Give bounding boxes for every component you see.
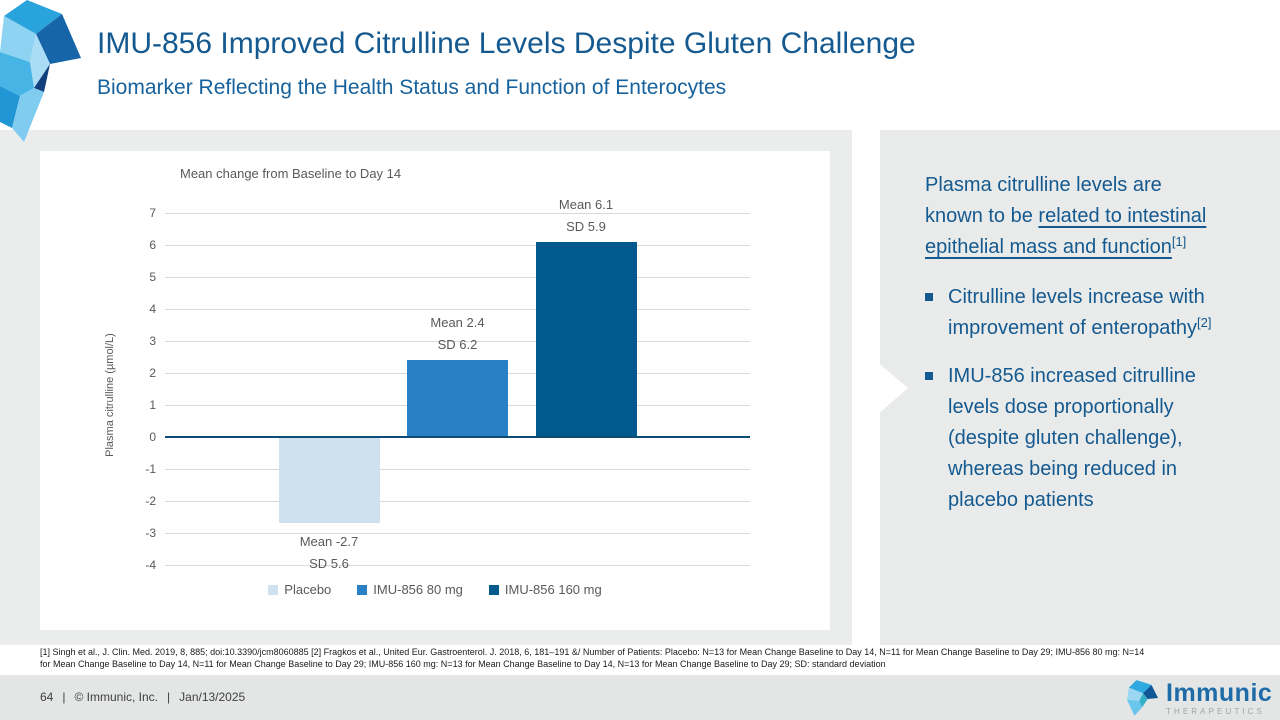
intro-underlined-text: related to intestinal epithelial mass an… xyxy=(925,205,1207,258)
bullet-list: Citrulline levels increase with improvem… xyxy=(925,282,1235,517)
bar-value-label: Mean -2.7 SD 5.6 xyxy=(244,531,414,575)
gridline xyxy=(165,341,750,342)
immunic-gem-logo-icon xyxy=(0,0,81,142)
gridline xyxy=(165,501,750,502)
bar-label-line: Mean -2.7 xyxy=(299,534,359,550)
bullet-text-body: Citrulline levels increase with improvem… xyxy=(948,286,1205,339)
bullet-reference: [2] xyxy=(1197,315,1212,330)
footer-separator: | xyxy=(62,690,66,704)
bullet-text: IMU-856 increased citrulline levels dose… xyxy=(948,361,1214,517)
page-number: 64 xyxy=(40,690,54,704)
bar-value-label: Mean 2.4 SD 6.2 xyxy=(373,312,543,356)
sidebar-content: Plasma citrulline levels are known to be… xyxy=(925,170,1235,517)
sidebar-intro: Plasma citrulline levels are known to be… xyxy=(925,170,1217,264)
y-tick-label: 2 xyxy=(149,366,156,380)
y-tick-label: 1 xyxy=(149,398,156,412)
bar-label-line: SD 5.9 xyxy=(566,218,606,234)
bar-label-line: Mean 2.4 xyxy=(430,315,485,331)
legend-item: Placebo xyxy=(268,582,331,597)
footnote-line-1: [1] Singh et al., J. Clin. Med. 2019, 8,… xyxy=(40,647,1145,657)
bar-label-line: SD 5.6 xyxy=(309,556,349,572)
gridline xyxy=(165,469,750,470)
gridline xyxy=(165,309,750,310)
immunic-logo-gem-icon xyxy=(1127,680,1159,716)
footer-bar: 64 | © Immunic, Inc. | Jan/13/2025 Immun… xyxy=(0,675,1280,720)
gridline xyxy=(165,245,750,246)
gridline xyxy=(165,533,750,534)
y-tick-label: 0 xyxy=(149,430,156,444)
y-tick-label: 4 xyxy=(149,302,156,316)
page-title: IMU-856 Improved Citrulline Levels Despi… xyxy=(97,27,916,60)
bar-placebo xyxy=(278,437,380,524)
footer-date: Jan/13/2025 xyxy=(179,690,246,704)
chart-title: Mean change from Baseline to Day 14 xyxy=(180,166,402,181)
footer-meta: 64 | © Immunic, Inc. | Jan/13/2025 xyxy=(40,690,245,704)
y-tick-label: -4 xyxy=(145,558,156,572)
footnote: [1] Singh et al., J. Clin. Med. 2019, 8,… xyxy=(40,647,1265,670)
footnote-line-2: for Mean Change Baseline to Day 14, N=11… xyxy=(40,658,886,669)
footer-copyright: © Immunic, Inc. xyxy=(74,690,159,704)
chart-legend: Placebo IMU-856 80 mg IMU-856 160 mg xyxy=(40,582,830,597)
legend-label: IMU-856 160 mg xyxy=(504,582,602,597)
gridline xyxy=(165,565,750,566)
bar-value-label: Mean 6.1 SD 5.9 xyxy=(501,194,671,238)
bullet-item: Citrulline levels increase with improvem… xyxy=(925,282,1235,345)
gridline xyxy=(165,213,750,214)
y-tick-label: 7 xyxy=(149,206,156,220)
sidebar-chevron-icon xyxy=(877,362,908,415)
bar-label-line: SD 6.2 xyxy=(437,337,478,353)
page-subtitle: Biomarker Reflecting the Health Status a… xyxy=(97,76,727,99)
immunic-logo-text: Immunic THERAPEUTICS xyxy=(1166,678,1273,716)
zero-axis-line xyxy=(165,436,750,438)
gridline xyxy=(165,277,750,278)
bullet-item: IMU-856 increased citrulline levels dose… xyxy=(925,361,1235,517)
legend-swatch xyxy=(268,584,279,595)
intro-text: Plasma citrulline levels are known to be xyxy=(925,174,1162,227)
legend-item: IMU-856 80 mg xyxy=(357,582,463,597)
legend-label: Placebo xyxy=(284,582,332,597)
bar-imu-856-160-mg xyxy=(535,241,637,437)
legend-swatch xyxy=(357,584,368,595)
footer-separator: | xyxy=(167,690,171,704)
bullet-text: Citrulline levels increase with improvem… xyxy=(948,282,1214,345)
intro-reference: [1] xyxy=(1171,234,1187,249)
immunic-logo-subtitle: THERAPEUTICS xyxy=(1166,706,1265,716)
immunic-logo-name: Immunic xyxy=(1166,678,1273,707)
legend-label: IMU-856 80 mg xyxy=(373,582,463,597)
y-tick-label: -3 xyxy=(145,526,156,540)
bullet-text-body: IMU-856 increased citrulline levels dose… xyxy=(948,365,1196,511)
legend-item: IMU-856 160 mg xyxy=(488,582,602,597)
y-tick-label: -2 xyxy=(145,494,156,508)
chart-panel: Mean change from Baseline to Day 14 Plas… xyxy=(40,151,830,630)
legend-swatch xyxy=(488,584,499,595)
y-tick-label: 6 xyxy=(149,238,156,252)
bullet-square-icon xyxy=(925,293,933,301)
bar-label-line: Mean 6.1 xyxy=(558,196,614,212)
y-tick-label: -1 xyxy=(145,462,156,476)
y-tick-label: 5 xyxy=(149,270,156,284)
sidebar-panel xyxy=(880,130,1280,645)
bar-imu-856-80-mg xyxy=(407,360,508,437)
bullet-square-icon xyxy=(925,372,933,380)
y-tick-label: 3 xyxy=(149,334,156,348)
immunic-logo: Immunic THERAPEUTICS xyxy=(1127,679,1272,717)
